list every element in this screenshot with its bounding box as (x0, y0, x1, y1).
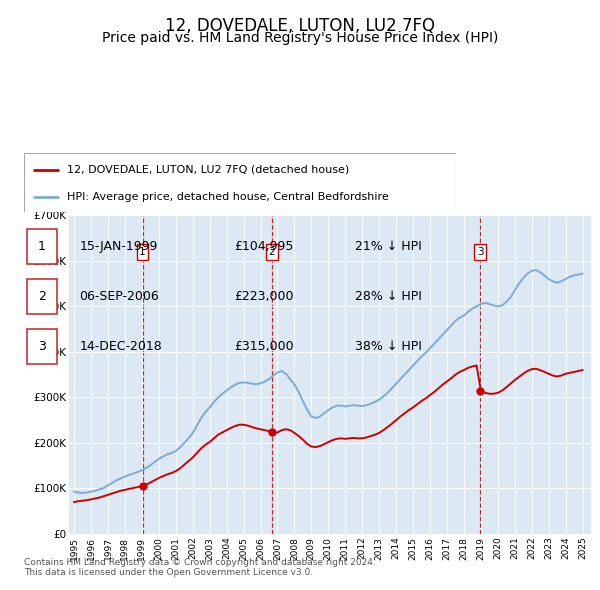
Text: Price paid vs. HM Land Registry's House Price Index (HPI): Price paid vs. HM Land Registry's House … (102, 31, 498, 45)
Text: £223,000: £223,000 (234, 290, 293, 303)
Text: 15-JAN-1999: 15-JAN-1999 (79, 240, 158, 253)
Text: £104,995: £104,995 (234, 240, 293, 253)
Text: 12, DOVEDALE, LUTON, LU2 7FQ: 12, DOVEDALE, LUTON, LU2 7FQ (165, 17, 435, 35)
FancyBboxPatch shape (27, 230, 57, 264)
Text: 2: 2 (269, 247, 275, 257)
Text: 3: 3 (476, 247, 484, 257)
FancyBboxPatch shape (27, 329, 57, 363)
Text: 1: 1 (139, 247, 146, 257)
Text: 2: 2 (38, 290, 46, 303)
Text: HPI: Average price, detached house, Central Bedfordshire: HPI: Average price, detached house, Cent… (67, 192, 389, 202)
Text: 14-DEC-2018: 14-DEC-2018 (79, 340, 162, 353)
Text: 06-SEP-2006: 06-SEP-2006 (79, 290, 159, 303)
FancyBboxPatch shape (24, 153, 456, 212)
Text: Contains HM Land Registry data © Crown copyright and database right 2024.
This d: Contains HM Land Registry data © Crown c… (24, 558, 376, 577)
Text: 3: 3 (38, 340, 46, 353)
Text: 12, DOVEDALE, LUTON, LU2 7FQ (detached house): 12, DOVEDALE, LUTON, LU2 7FQ (detached h… (67, 165, 349, 175)
FancyBboxPatch shape (27, 279, 57, 314)
Text: 28% ↓ HPI: 28% ↓ HPI (355, 290, 422, 303)
Text: 1: 1 (38, 240, 46, 253)
Text: 38% ↓ HPI: 38% ↓ HPI (355, 340, 422, 353)
Text: £315,000: £315,000 (234, 340, 293, 353)
Text: 21% ↓ HPI: 21% ↓ HPI (355, 240, 422, 253)
